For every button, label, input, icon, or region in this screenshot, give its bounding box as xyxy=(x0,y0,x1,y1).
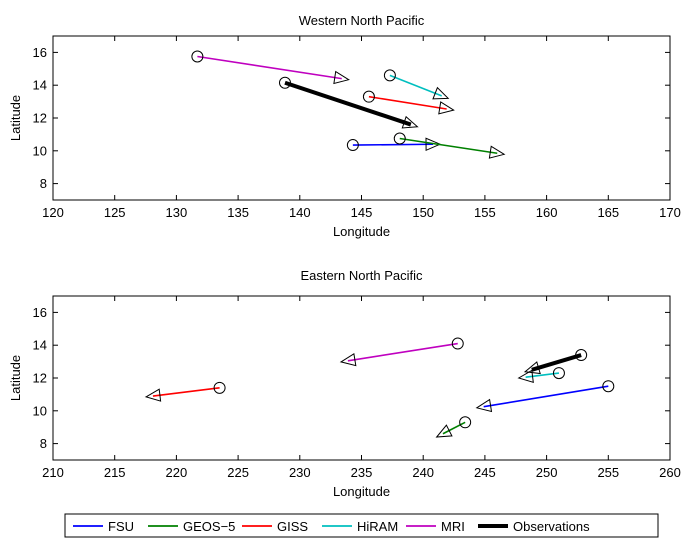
trajectory-line-mri xyxy=(197,55,342,80)
x-tick-label: 120 xyxy=(42,205,64,220)
trajectory-line-mri xyxy=(347,342,458,362)
panel-title: Eastern North Pacific xyxy=(300,268,423,283)
x-axis-ticks: 120 125 130 135 140 145 150 155 160 165 170 xyxy=(42,36,681,220)
legend-label-observations: Observations xyxy=(513,519,590,534)
y-tick-label: 14 xyxy=(33,338,47,353)
y-tick-label: 8 xyxy=(40,176,47,191)
legend: FSU GEOS−5 GISS HiRAM MRI Observations xyxy=(64,513,659,538)
end-marker-geos-5 xyxy=(488,145,506,159)
y-axis-ticks: 8 10 12 14 16 xyxy=(33,45,670,191)
x-tick-label: 220 xyxy=(166,465,188,480)
trajectory-line-geos-5 xyxy=(399,137,498,155)
end-marker-mri xyxy=(333,70,350,85)
x-tick-label: 245 xyxy=(474,465,496,480)
y-tick-label: 16 xyxy=(33,305,47,320)
end-marker-hiram xyxy=(517,369,534,383)
x-axis-label: Longitude xyxy=(333,224,390,239)
panel-western-north-pacific: Western North Pacific 120 125 130 135 140 145… xyxy=(8,13,681,239)
y-tick-label: 10 xyxy=(33,143,47,158)
start-marker-giss xyxy=(362,90,375,103)
trajectory-line-hiram xyxy=(389,74,443,97)
x-tick-label: 255 xyxy=(597,465,619,480)
x-tick-label: 240 xyxy=(412,465,434,480)
y-axis-label: Latitude xyxy=(8,95,23,141)
end-marker-fsu xyxy=(425,137,442,152)
x-tick-label: 230 xyxy=(289,465,311,480)
start-marker-hiram xyxy=(552,367,565,380)
legend-label-giss: GISS xyxy=(277,519,308,534)
start-marker-hiram xyxy=(383,69,396,82)
start-marker-mri xyxy=(451,337,464,350)
legend-label-mri: MRI xyxy=(441,519,465,534)
x-tick-label: 155 xyxy=(474,205,496,220)
x-tick-label: 215 xyxy=(104,465,126,480)
legend-label-geos-5: GEOS−5 xyxy=(183,519,235,534)
x-tick-label: 125 xyxy=(104,205,126,220)
x-tick-label: 235 xyxy=(351,465,373,480)
y-axis-label: Latitude xyxy=(8,355,23,401)
legend-box xyxy=(64,513,659,538)
start-marker-geos-5 xyxy=(393,132,406,145)
trajectory-line-giss xyxy=(368,95,447,110)
x-tick-label: 140 xyxy=(289,205,311,220)
start-marker-giss xyxy=(213,381,226,394)
x-tick-label: 130 xyxy=(166,205,188,220)
x-tick-label: 250 xyxy=(536,465,558,480)
x-tick-label: 210 xyxy=(42,465,64,480)
x-tick-label: 160 xyxy=(536,205,558,220)
trajectory-line-giss xyxy=(152,387,220,397)
end-marker-giss xyxy=(438,101,455,115)
trajectory-marks xyxy=(191,50,506,159)
panel-title: Western North Pacific xyxy=(299,13,425,28)
x-tick-label: 150 xyxy=(412,205,434,220)
plot-area-frame xyxy=(52,35,671,201)
trajectory-line-observations xyxy=(531,353,582,372)
end-marker-mri xyxy=(339,352,357,367)
panel-eastern-north-pacific: Eastern North Pacific 210 215 220 225 230 235… xyxy=(8,268,681,499)
legend-entries: FSU GEOS−5 GISS HiRAM MRI Observations xyxy=(73,519,590,534)
x-axis-label: Longitude xyxy=(333,484,390,499)
end-marker-geos-5 xyxy=(435,424,453,438)
end-marker-observations xyxy=(401,115,419,129)
trajectory-line-fsu xyxy=(483,385,609,408)
start-marker-observations xyxy=(575,349,588,362)
x-tick-label: 170 xyxy=(659,205,681,220)
trajectory-line-geos-5 xyxy=(442,421,466,435)
x-tick-label: 260 xyxy=(659,465,681,480)
y-tick-label: 12 xyxy=(33,371,47,386)
y-tick-label: 12 xyxy=(33,111,47,126)
end-marker-observations xyxy=(523,361,541,375)
y-axis-ticks: 8 10 12 14 16 xyxy=(33,305,670,451)
trajectory-line-observations xyxy=(284,80,412,127)
trajectory-line-fsu xyxy=(352,143,434,146)
end-marker-giss xyxy=(144,388,162,402)
start-marker-fsu xyxy=(602,380,615,393)
y-tick-label: 10 xyxy=(33,403,47,418)
start-marker-mri xyxy=(191,50,204,63)
x-tick-label: 145 xyxy=(351,205,373,220)
start-marker-observations xyxy=(278,76,291,89)
x-tick-label: 165 xyxy=(597,205,619,220)
x-tick-label: 135 xyxy=(227,205,249,220)
end-marker-fsu xyxy=(475,398,493,413)
y-tick-label: 14 xyxy=(33,78,47,93)
y-tick-label: 8 xyxy=(40,436,47,451)
trajectory-marks xyxy=(144,337,615,438)
start-marker-fsu xyxy=(346,139,359,152)
start-marker-geos-5 xyxy=(459,416,472,429)
y-tick-label: 16 xyxy=(33,45,47,60)
legend-label-hiram: HiRAM xyxy=(357,519,398,534)
x-axis-ticks: 210 215 220 225 230 235 240 245 250 255 260 xyxy=(42,296,681,480)
x-tick-label: 225 xyxy=(227,465,249,480)
plot-area-frame xyxy=(52,295,671,461)
end-marker-hiram xyxy=(432,86,450,100)
legend-label-fsu: FSU xyxy=(108,519,134,534)
